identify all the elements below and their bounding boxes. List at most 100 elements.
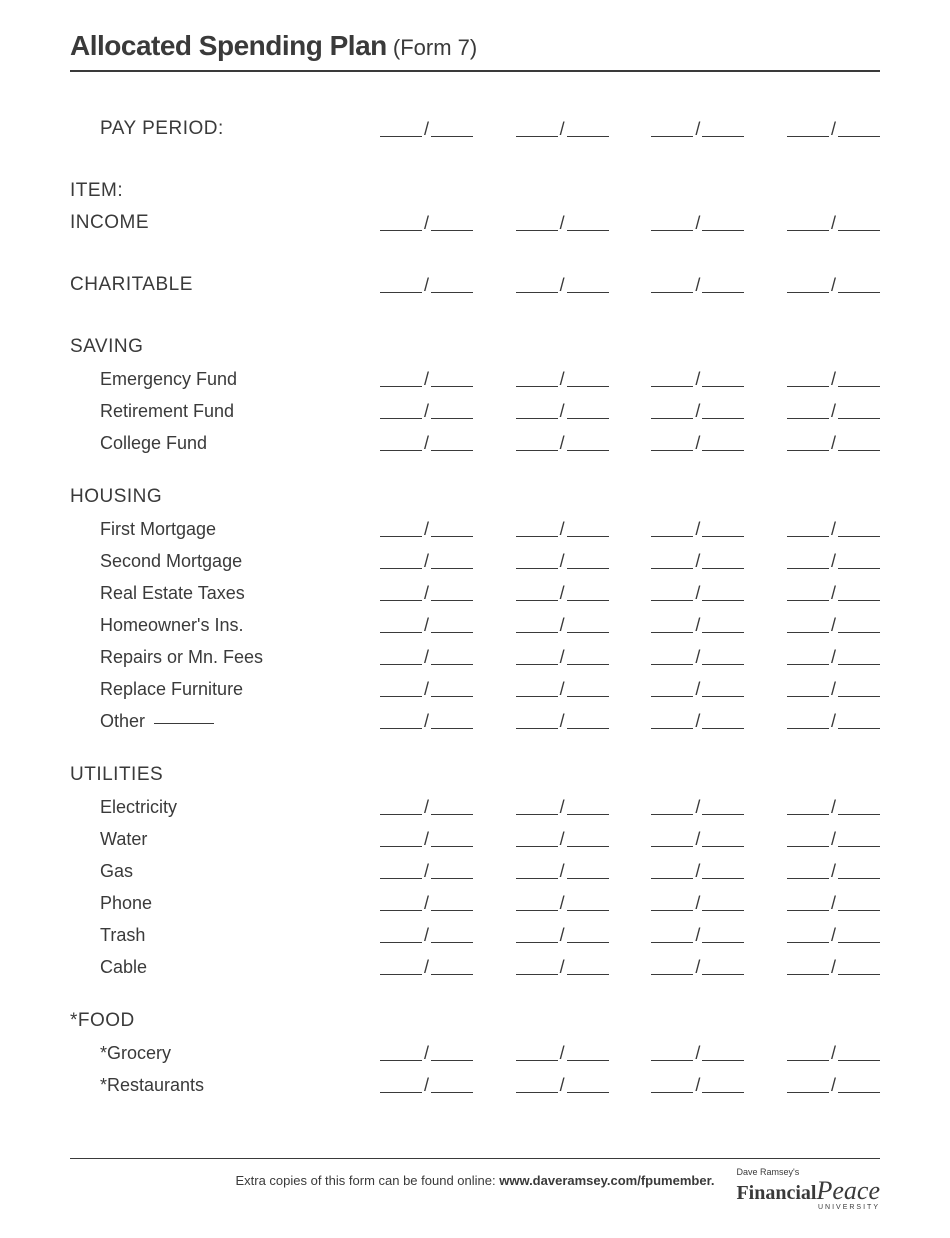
blank-field[interactable] (431, 696, 473, 697)
blank-pair[interactable]: / (651, 1043, 744, 1064)
blank-field[interactable] (380, 386, 422, 387)
blank-field[interactable] (516, 814, 558, 815)
blank-field[interactable] (838, 814, 880, 815)
blank-pair[interactable]: / (516, 519, 609, 540)
blank-pair[interactable]: / (516, 925, 609, 946)
blank-field[interactable] (702, 386, 744, 387)
blank-pair[interactable]: / (651, 401, 744, 422)
blank-field[interactable] (567, 418, 609, 419)
blank-field[interactable] (380, 1092, 422, 1093)
blank-pair[interactable]: / (787, 797, 880, 818)
blank-pair[interactable]: / (380, 711, 473, 732)
blank-pair[interactable]: / (380, 119, 473, 140)
blank-pair[interactable]: / (651, 829, 744, 850)
blank-pair[interactable]: / (380, 519, 473, 540)
blank-field[interactable] (838, 910, 880, 911)
blank-field[interactable] (838, 386, 880, 387)
blank-pair[interactable]: / (380, 213, 473, 234)
blank-field[interactable] (516, 942, 558, 943)
blank-field[interactable] (702, 814, 744, 815)
blank-field[interactable] (567, 814, 609, 815)
blank-pair[interactable]: / (651, 925, 744, 946)
blank-pair[interactable]: / (787, 275, 880, 296)
blank-pair[interactable]: / (380, 1043, 473, 1064)
blank-field[interactable] (380, 568, 422, 569)
blank-field[interactable] (516, 664, 558, 665)
blank-field[interactable] (702, 878, 744, 879)
blank-field[interactable] (651, 664, 693, 665)
blank-field[interactable] (516, 230, 558, 231)
blank-pair[interactable]: / (787, 679, 880, 700)
blank-pair[interactable]: / (380, 275, 473, 296)
blank-pair[interactable]: / (516, 1075, 609, 1096)
blank-pair[interactable]: / (787, 433, 880, 454)
blank-field[interactable] (702, 846, 744, 847)
blank-pair[interactable]: / (787, 615, 880, 636)
blank-pair[interactable]: / (380, 797, 473, 818)
blank-field[interactable] (380, 292, 422, 293)
blank-pair[interactable]: / (651, 679, 744, 700)
blank-pair[interactable]: / (651, 213, 744, 234)
blank-pair[interactable]: / (516, 861, 609, 882)
blank-pair[interactable]: / (380, 679, 473, 700)
blank-pair[interactable]: / (516, 369, 609, 390)
blank-field[interactable] (702, 942, 744, 943)
blank-field[interactable] (431, 136, 473, 137)
blank-field[interactable] (380, 632, 422, 633)
blank-field[interactable] (380, 600, 422, 601)
blank-field[interactable] (431, 974, 473, 975)
blank-field[interactable] (702, 568, 744, 569)
blank-pair[interactable]: / (380, 893, 473, 914)
blank-field[interactable] (838, 974, 880, 975)
blank-pair[interactable]: / (516, 957, 609, 978)
blank-field[interactable] (651, 418, 693, 419)
blank-field[interactable] (380, 1060, 422, 1061)
blank-field[interactable] (787, 942, 829, 943)
blank-field[interactable] (651, 846, 693, 847)
blank-field[interactable] (787, 814, 829, 815)
blank-field[interactable] (702, 974, 744, 975)
blank-field[interactable] (702, 1060, 744, 1061)
blank-field[interactable] (516, 418, 558, 419)
blank-field[interactable] (380, 846, 422, 847)
blank-field[interactable] (380, 230, 422, 231)
blank-field[interactable] (431, 728, 473, 729)
blank-field[interactable] (567, 536, 609, 537)
blank-field[interactable] (380, 450, 422, 451)
blank-pair[interactable]: / (651, 861, 744, 882)
blank-field[interactable] (838, 728, 880, 729)
blank-pair[interactable]: / (380, 861, 473, 882)
blank-pair[interactable]: / (787, 893, 880, 914)
blank-field[interactable] (516, 974, 558, 975)
blank-field[interactable] (567, 664, 609, 665)
blank-field[interactable] (567, 136, 609, 137)
blank-field[interactable] (702, 418, 744, 419)
blank-field[interactable] (516, 632, 558, 633)
blank-pair[interactable]: / (380, 957, 473, 978)
blank-field[interactable] (838, 600, 880, 601)
blank-field[interactable] (787, 136, 829, 137)
blank-field[interactable] (838, 1092, 880, 1093)
blank-pair[interactable]: / (380, 551, 473, 572)
blank-field[interactable] (838, 664, 880, 665)
blank-field[interactable] (651, 536, 693, 537)
blank-field[interactable] (516, 878, 558, 879)
blank-field[interactable] (431, 450, 473, 451)
blank-field[interactable] (431, 1092, 473, 1093)
blank-field[interactable] (787, 230, 829, 231)
blank-field[interactable] (516, 450, 558, 451)
blank-field[interactable] (516, 728, 558, 729)
blank-field[interactable] (380, 728, 422, 729)
blank-field[interactable] (567, 292, 609, 293)
blank-field[interactable] (431, 632, 473, 633)
blank-pair[interactable]: / (787, 1075, 880, 1096)
blank-field[interactable] (651, 632, 693, 633)
blank-pair[interactable]: / (787, 551, 880, 572)
blank-field[interactable] (516, 696, 558, 697)
blank-field[interactable] (651, 878, 693, 879)
blank-field[interactable] (431, 942, 473, 943)
blank-pair[interactable]: / (651, 583, 744, 604)
blank-field[interactable] (787, 664, 829, 665)
blank-field[interactable] (838, 536, 880, 537)
blank-field[interactable] (787, 632, 829, 633)
